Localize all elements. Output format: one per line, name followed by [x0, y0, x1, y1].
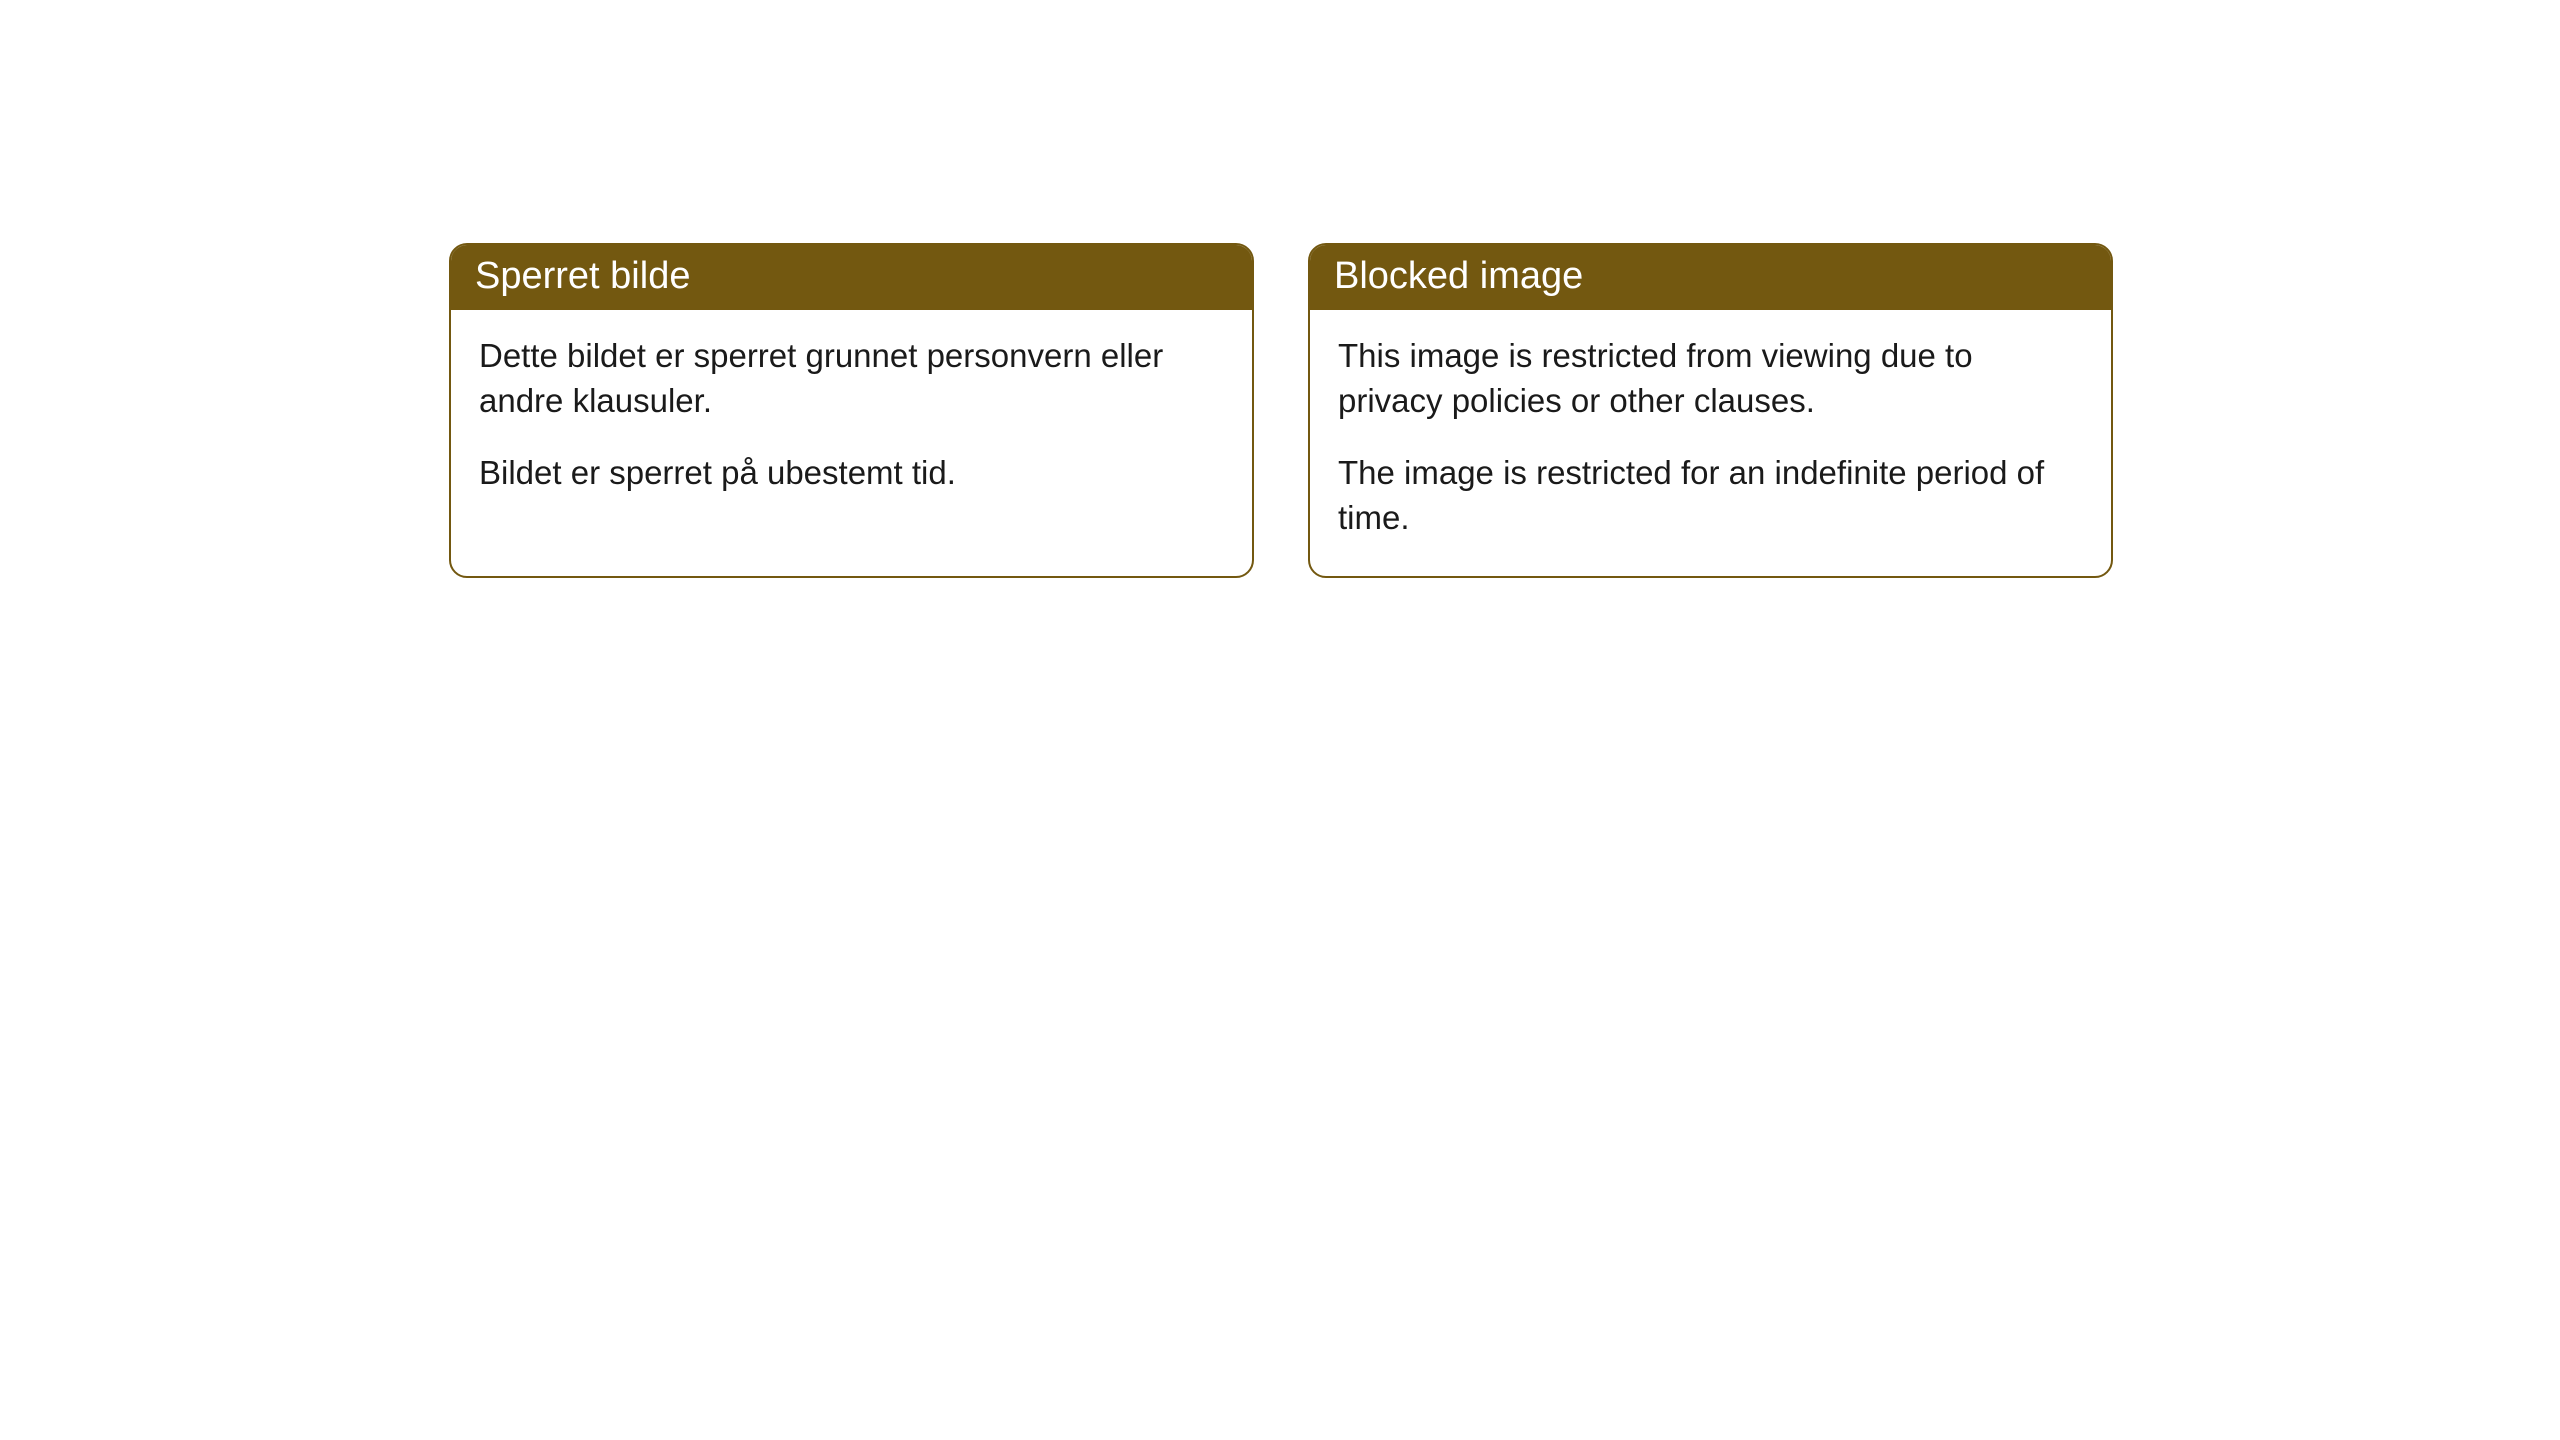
card-paragraph-2: Bildet er sperret på ubestemt tid. [479, 451, 1224, 496]
card-body-english: This image is restricted from viewing du… [1310, 310, 2111, 576]
card-paragraph-1: This image is restricted from viewing du… [1338, 334, 2083, 423]
card-paragraph-2: The image is restricted for an indefinit… [1338, 451, 2083, 540]
card-paragraph-1: Dette bildet er sperret grunnet personve… [479, 334, 1224, 423]
blocked-image-card-english: Blocked image This image is restricted f… [1308, 243, 2113, 578]
card-header-norwegian: Sperret bilde [451, 245, 1252, 310]
notice-container: Sperret bilde Dette bildet er sperret gr… [0, 0, 2560, 578]
card-body-norwegian: Dette bildet er sperret grunnet personve… [451, 310, 1252, 532]
blocked-image-card-norwegian: Sperret bilde Dette bildet er sperret gr… [449, 243, 1254, 578]
card-header-english: Blocked image [1310, 245, 2111, 310]
card-title: Sperret bilde [475, 255, 690, 297]
card-title: Blocked image [1334, 255, 1583, 297]
